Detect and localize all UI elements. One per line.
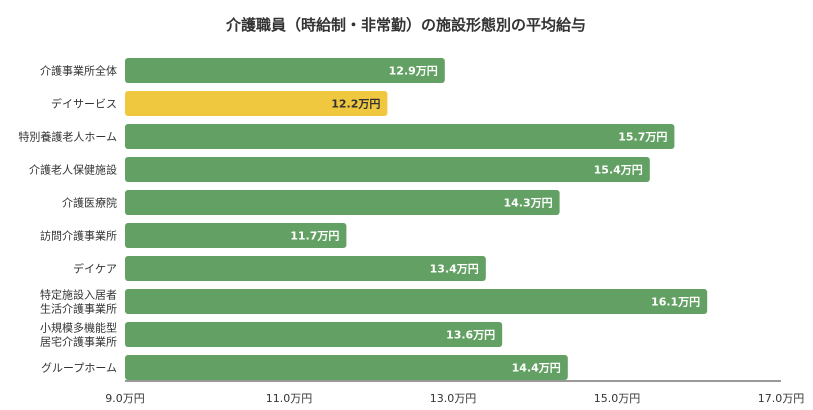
x-tick-label-2: 13.0万円 <box>430 392 477 405</box>
x-tick-label-0: 9.0万円 <box>105 392 145 405</box>
bars-group <box>125 58 708 380</box>
value-label-3: 15.4万円 <box>594 164 643 177</box>
category-label-1: デイサービス <box>51 97 117 111</box>
value-label-5: 11.7万円 <box>290 230 339 243</box>
bar-8 <box>125 322 503 347</box>
chart-title: 介護職員（時給制・非常勤）の施設形態別の平均給与 <box>225 16 586 34</box>
bar-4 <box>125 190 560 215</box>
category-label-8-line-0: 小規模多機能型 <box>40 321 117 335</box>
value-labels-group: 12.9万円 12.2万円 15.7万円 15.4万円 14.3万円 11.7万円 13.4… <box>290 65 700 375</box>
category-label-7-line-1: 生活介護事業所 <box>40 302 117 316</box>
category-label-0: 介護事業所全体 <box>40 64 117 78</box>
value-label-9: 14.4万円 <box>512 362 561 375</box>
bar-5 <box>125 223 347 248</box>
bar-0 <box>125 58 445 83</box>
category-label-7-line-0: 特定施設入居者 <box>40 288 117 302</box>
category-label-6: デイケア <box>73 262 117 276</box>
bar-6 <box>125 256 486 281</box>
category-labels-group: 介護事業所全体デイサービス特別養護老人ホーム介護老人保健施設介護医療院訪問介護事… <box>18 64 117 375</box>
bar-3 <box>125 157 650 182</box>
category-label-8-line-1: 居宅介護事業所 <box>40 335 117 349</box>
value-label-6: 13.4万円 <box>430 263 479 276</box>
category-label-2: 特別養護老人ホーム <box>18 130 117 144</box>
bar-9 <box>125 355 568 380</box>
value-label-7: 16.1万円 <box>651 296 700 309</box>
category-label-4: 介護医療院 <box>62 196 117 210</box>
category-label-7: 特定施設入居者生活介護事業所 <box>40 288 117 316</box>
value-label-4: 14.3万円 <box>503 197 552 210</box>
bar-2 <box>125 124 675 149</box>
category-label-5: 訪問介護事業所 <box>40 229 117 243</box>
bar-7 <box>125 289 708 314</box>
x-tick-labels-group: 9.0万円 11.0万円 13.0万円 15.0万円 17.0万円 <box>105 392 804 405</box>
category-label-3: 介護老人保健施設 <box>29 163 117 177</box>
value-label-1: 12.2万円 <box>331 98 380 111</box>
value-label-2: 15.7万円 <box>618 131 667 144</box>
category-label-9: グループホーム <box>41 361 117 375</box>
x-tick-label-3: 15.0万円 <box>594 392 641 405</box>
value-label-8: 13.6万円 <box>446 329 495 342</box>
value-label-0: 12.9万円 <box>389 65 438 78</box>
category-label-8: 小規模多機能型居宅介護事業所 <box>40 321 117 349</box>
x-tick-label-1: 11.0万円 <box>266 392 313 405</box>
bar-1 <box>125 91 388 116</box>
x-tick-label-4: 17.0万円 <box>758 392 805 405</box>
